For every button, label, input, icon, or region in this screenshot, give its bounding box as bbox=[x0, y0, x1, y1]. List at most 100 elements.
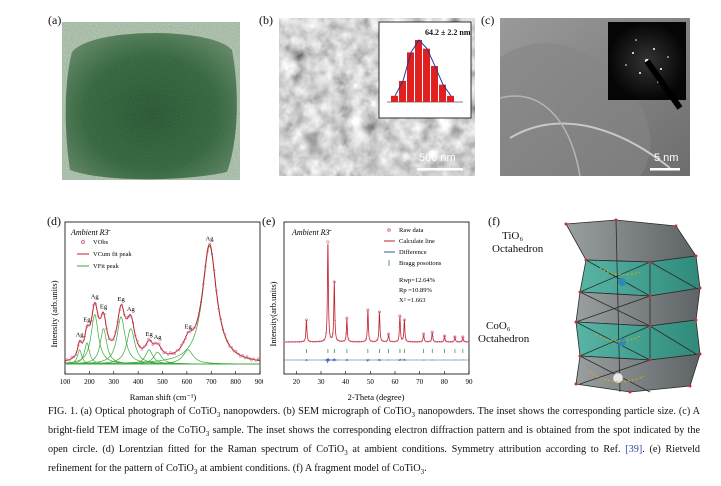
caption-fig-label: FIG. 1. bbox=[48, 406, 78, 417]
raman-fit-peak bbox=[65, 314, 260, 365]
sem-scalebar-label: 500 nm bbox=[419, 152, 456, 164]
raman-peak-label: Eg bbox=[83, 317, 91, 324]
raman-observed-point bbox=[103, 312, 106, 316]
raman-observed-point bbox=[188, 330, 192, 334]
xrd-raw-point bbox=[371, 340, 374, 343]
panel-b-label: (b) bbox=[259, 13, 273, 27]
raman-observed-point bbox=[173, 352, 176, 356]
raman-y-axis-label: Intensity (arb.units) bbox=[49, 280, 59, 347]
xrd-raw-point bbox=[316, 340, 319, 343]
raman-fit-peak bbox=[65, 349, 260, 365]
xrd-raw-peak-point bbox=[366, 308, 370, 312]
panel-d-label: (d) bbox=[47, 214, 61, 228]
raman-observed-point bbox=[155, 342, 159, 345]
xrd-raw-point bbox=[431, 335, 434, 338]
xrd-raw-point bbox=[307, 339, 310, 342]
xrd-space-group: R3̄ bbox=[320, 228, 332, 237]
raman-fit-peak bbox=[65, 316, 260, 365]
raman-peak-label: Ag bbox=[206, 235, 215, 242]
raman-observed-point bbox=[107, 337, 111, 341]
xrd-raw-point bbox=[283, 341, 285, 343]
reference-link[interactable]: [39] bbox=[625, 444, 643, 456]
tio6-octahedron: Octahedron bbox=[492, 243, 544, 255]
xrd-raw-point bbox=[380, 339, 383, 342]
xrd-refinement-stat: Rp =10.89% bbox=[399, 287, 433, 294]
raman-observed-point bbox=[208, 242, 212, 245]
xrd-raw-point bbox=[409, 340, 412, 343]
xrd-raw-point bbox=[394, 340, 396, 343]
raman-observed-point bbox=[81, 340, 84, 343]
panel-f-label: (f) bbox=[488, 214, 500, 228]
xrd-raw-point bbox=[300, 340, 303, 343]
histogram-bar bbox=[447, 95, 454, 102]
raman-observed-point bbox=[241, 354, 244, 357]
raman-observed-point bbox=[230, 346, 233, 349]
raman-legend: VObs VCum fit peak VFit peak bbox=[77, 239, 132, 270]
xrd-raw-point bbox=[418, 340, 421, 343]
caption-segment: at ambient conditions. (f) A fragment mo… bbox=[197, 463, 421, 475]
coo6-formula: CoO₆ bbox=[486, 320, 511, 332]
raman-observed-point bbox=[169, 351, 172, 354]
xrd-refinement-stat: X² =1.663 bbox=[399, 297, 426, 304]
xrd-raw-peak-point bbox=[443, 334, 447, 338]
raman-x-tick-label: 100 bbox=[60, 378, 71, 386]
raman-peak-label: Ag bbox=[154, 334, 163, 341]
xrd-raw-point bbox=[453, 335, 456, 338]
xrd-y-axis-label: Intensity(arb.units) bbox=[268, 281, 278, 346]
raman-observed-point bbox=[202, 282, 205, 286]
fragment-model: TiO₆ Octahedron CoO₆ Octahedron bbox=[478, 216, 706, 400]
raman-observed-point bbox=[63, 361, 67, 364]
caption-segment: 3 bbox=[411, 411, 415, 420]
raman-observed-point bbox=[191, 327, 194, 331]
xrd-raw-peak-point bbox=[345, 316, 349, 320]
xrd-title: Ambient bbox=[291, 228, 321, 237]
caption-segment: 3 bbox=[344, 449, 348, 458]
raman-observed-point bbox=[85, 325, 89, 329]
xrd-raw-point bbox=[456, 340, 459, 343]
caption-segment: . (e) Rietveld refinement for the patter… bbox=[48, 444, 700, 475]
raman-observed-point bbox=[127, 315, 130, 318]
xrd-raw-point bbox=[323, 338, 325, 341]
xrd-legend-item: Raw data bbox=[399, 227, 423, 234]
xrd-raw-point bbox=[334, 319, 337, 322]
svg-text:Ambient R3̄: Ambient R3̄ bbox=[70, 228, 111, 237]
raman-cumulative-fit bbox=[64, 243, 261, 362]
raman-x-axis-label: Raman shift (cm⁻¹) bbox=[130, 392, 197, 402]
raman-observed-point bbox=[254, 359, 258, 362]
histogram-bar bbox=[423, 48, 430, 102]
xrd-raw-point bbox=[349, 340, 352, 343]
raman-observed-point bbox=[140, 348, 144, 351]
xrd-raw-point bbox=[442, 338, 445, 341]
raman-observed-point bbox=[133, 334, 137, 337]
raman-observed-point bbox=[186, 330, 190, 334]
raman-observed-point bbox=[153, 341, 157, 345]
raman-observed-point bbox=[226, 339, 229, 343]
xrd-legend-item: Calculate line bbox=[399, 238, 435, 245]
raman-observed-point bbox=[74, 353, 78, 357]
raman-observed-point bbox=[239, 355, 242, 358]
xrd-raw-point bbox=[320, 340, 323, 343]
xrd-raw-point bbox=[369, 339, 372, 342]
raman-observed-point bbox=[76, 343, 80, 347]
xrd-raw-point bbox=[358, 340, 361, 343]
xrd-raw-point bbox=[287, 340, 290, 343]
raman-observed-point bbox=[94, 302, 97, 306]
xrd-raw-point bbox=[449, 340, 452, 343]
particle-size-axis-label: Particle size (nm) bbox=[384, 106, 444, 115]
svg-text:Ambient R3̄: Ambient R3̄ bbox=[291, 228, 332, 237]
raman-x-tick-label: 800 bbox=[230, 378, 241, 386]
caption-body: (a) Optical photograph of CoTiO3 nanopow… bbox=[48, 406, 700, 476]
xrd-raw-point bbox=[376, 339, 379, 342]
raman-observed-point bbox=[109, 338, 113, 341]
raman-observed-point bbox=[149, 339, 152, 343]
xrd-x-axis-label: 2-Theta (degree) bbox=[348, 392, 405, 402]
xrd-raw-point bbox=[414, 340, 416, 343]
raman-observed-point bbox=[193, 326, 196, 329]
xrd-raw-point bbox=[436, 340, 439, 343]
raman-observed-point bbox=[199, 301, 203, 304]
particle-size-value: 64.2 ± 2.2 nm bbox=[425, 28, 471, 37]
xrd-raw-point bbox=[411, 340, 414, 343]
xrd-raw-point bbox=[440, 340, 443, 343]
raman-observed-point bbox=[131, 321, 135, 324]
raman-observed-point bbox=[204, 265, 207, 268]
